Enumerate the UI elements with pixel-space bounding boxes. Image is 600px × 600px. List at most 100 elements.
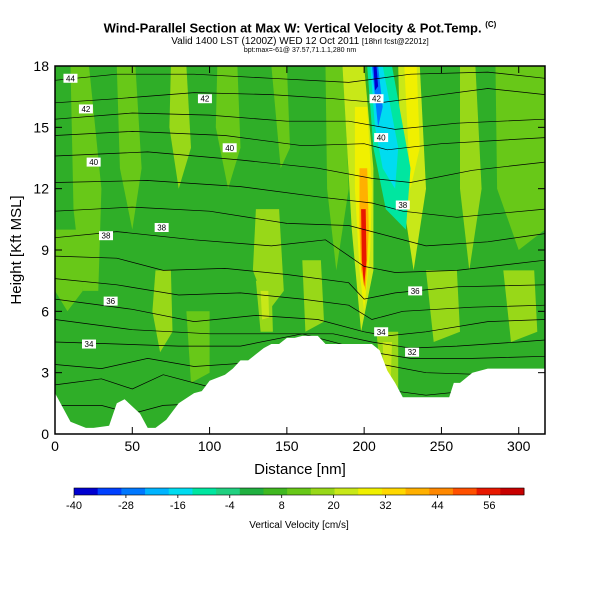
y-tick-label: 0: [41, 426, 49, 442]
x-axis-label: Distance [nm]: [254, 461, 346, 478]
colorbar-tick-label: 32: [379, 500, 391, 512]
field-region: [325, 66, 349, 271]
field-region: [169, 66, 191, 189]
isentrope-line: [55, 71, 545, 83]
contour-label-box: [154, 223, 169, 233]
colorbar-segment: [405, 488, 430, 495]
y-axis-label: Height [Kft MSL]: [8, 195, 25, 304]
contour-label-box: [99, 231, 114, 241]
contour-label: 32: [408, 348, 417, 357]
terrain-profile: [55, 335, 545, 434]
colorbar-tick-label: -40: [66, 500, 82, 512]
y-tick-label: 15: [33, 119, 49, 135]
contour-label: 42: [200, 95, 209, 104]
colorbar-segment: [381, 488, 407, 495]
colorbar-segment: [500, 488, 525, 495]
colorbar-segment: [358, 488, 383, 495]
colorbar-segment: [145, 488, 170, 495]
field-region: [215, 66, 241, 189]
y-tick-label: 6: [41, 303, 49, 319]
colorbar-segment: [452, 488, 478, 495]
chart-title: Wind-Parallel Section at Max W: Vertical…: [0, 20, 600, 35]
contour-label-box: [222, 143, 237, 153]
colorbar-segment: [97, 488, 122, 495]
colorbar-segment: [263, 488, 288, 495]
x-tick-label: 250: [430, 438, 454, 454]
field-region: [186, 311, 210, 383]
colorbar-tick-label: -28: [118, 500, 134, 512]
colorbar-tick-label: 20: [327, 500, 339, 512]
contour-label: 40: [377, 134, 386, 143]
contour-label: 38: [398, 201, 407, 210]
contour-label-box: [374, 133, 389, 143]
contour-label: 38: [157, 224, 166, 233]
field-region: [260, 290, 270, 320]
contour-label: 36: [411, 287, 420, 296]
colorbar-segment: [239, 488, 264, 495]
colorbar-segment: [476, 488, 501, 495]
colorbar-tick-label: 8: [279, 500, 285, 512]
vertical-velocity-field: [55, 66, 545, 434]
contour-label: 40: [89, 158, 98, 167]
colorbar-frame: [73, 487, 525, 496]
colorbar-segment: [287, 488, 312, 495]
y-tick-label: 12: [33, 181, 49, 197]
contour-label: 40: [225, 144, 234, 153]
isentrope-line: [55, 88, 545, 104]
x-tick-label: 150: [275, 438, 299, 454]
x-tick-label: 300: [507, 438, 531, 454]
chart-subtitle-text: Valid 1400 LST (1200Z) WED 12 Oct 2011: [171, 36, 360, 47]
field-region: [460, 66, 482, 271]
isentrope-line: [55, 131, 545, 151]
contour-label: 34: [377, 328, 386, 337]
field-region: [373, 66, 379, 91]
colorbar-segment: [121, 488, 146, 495]
colorbar-segment: [216, 488, 241, 495]
contour-label-box: [405, 347, 420, 357]
x-tick-label: 100: [198, 438, 222, 454]
contour-label-box: [369, 94, 384, 104]
isentrope-line: [55, 151, 545, 183]
contour-label: 44: [66, 74, 75, 83]
colorbar-tick-label: 44: [431, 500, 443, 512]
isentrope-line: [55, 231, 545, 273]
y-tick-label: 18: [33, 58, 49, 74]
isentrope-line: [55, 333, 545, 359]
contour-label-box: [78, 104, 93, 114]
isentrope-line: [55, 278, 545, 320]
terrain-fill: [55, 335, 545, 434]
colorbar-segment: [334, 488, 359, 495]
colorbar-segment: [168, 488, 193, 495]
field-region: [116, 66, 142, 230]
chart-location-line: bpt:max=-61@ 37.57,71.1.1,280 nm: [243, 47, 357, 54]
colorbar-tick-label: -4: [225, 500, 235, 512]
field-region: [495, 66, 545, 250]
field-region: [271, 66, 290, 169]
contour-labels: 44 42 42 42 40 40 40 38 38 38 36 36 34 34 32: [63, 73, 423, 357]
field-region: [426, 270, 460, 342]
y-tick-label: 9: [41, 242, 49, 258]
colorbar-segment: [310, 488, 336, 495]
contour-label-box: [395, 200, 410, 210]
field-region: [302, 260, 324, 332]
contour-label-box: [82, 339, 97, 349]
field-region: [361, 209, 367, 287]
contour-label: 42: [81, 105, 90, 114]
x-tick-label: 200: [352, 438, 376, 454]
contour-label: 42: [372, 95, 381, 104]
colorbar-segment: [74, 488, 99, 495]
colorbar-label: Vertical Velocity [cm/s]: [249, 520, 349, 531]
contour-label: 34: [85, 340, 94, 349]
chart-subtitle: Valid 1400 LST (1200Z) WED 12 Oct 2011 […: [0, 36, 600, 47]
isentrope-line: [55, 319, 545, 349]
contour-label-box: [63, 73, 78, 83]
colorbar-tick-label: -16: [170, 500, 186, 512]
contour-label-box: [103, 296, 118, 306]
contour-label-box: [197, 94, 212, 104]
chart-title-suffix: (C): [485, 20, 497, 29]
y-tick-label: 3: [41, 365, 49, 381]
contour-label: 36: [106, 297, 115, 306]
contour-label-box: [374, 327, 389, 337]
